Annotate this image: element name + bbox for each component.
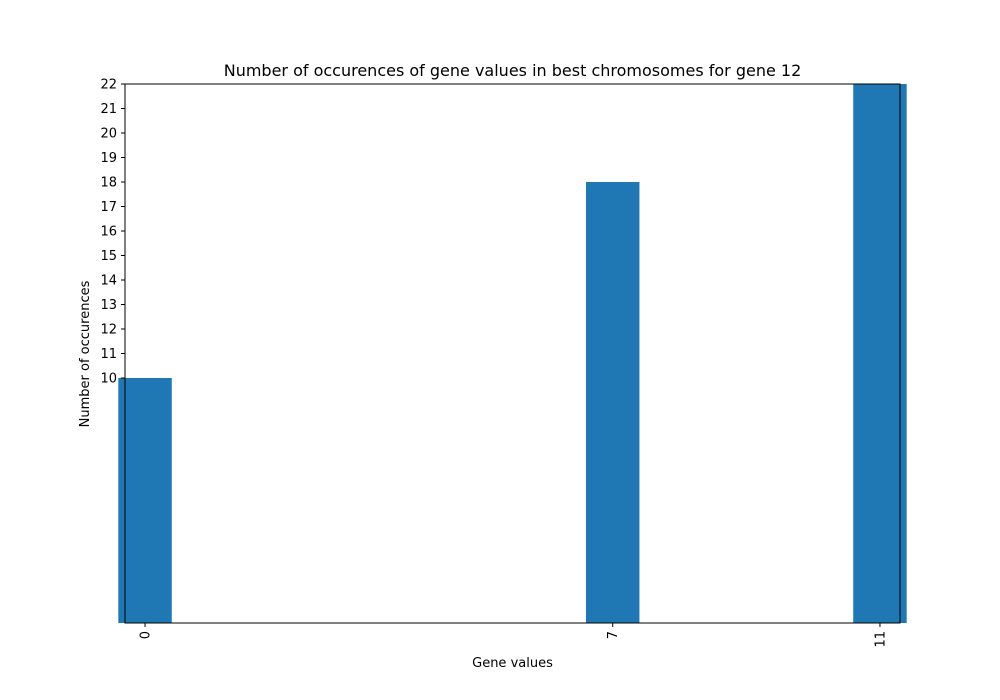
- y-axis-label: Number of occurences: [78, 280, 93, 427]
- y-tick-label: 13: [100, 298, 117, 313]
- bar-11: [853, 84, 907, 623]
- y-axis-ticks: 10 11 12 13 14 15 16 17 18 19 20 21 22: [100, 78, 125, 387]
- y-tick-label: 21: [100, 102, 117, 117]
- bar-7: [585, 182, 640, 623]
- y-tick-label: 17: [100, 200, 117, 215]
- x-axis-label: Gene values: [472, 656, 553, 671]
- bars-group: [118, 84, 907, 623]
- y-tick-label: 14: [100, 274, 117, 289]
- x-tick-label: 11: [873, 631, 888, 648]
- x-tick-label: 0: [139, 631, 154, 639]
- chart-title: Number of occurences of gene values in b…: [224, 61, 802, 80]
- y-tick-label: 18: [100, 176, 117, 191]
- y-tick-label: 15: [100, 249, 117, 264]
- plot-frame: [124, 83, 901, 624]
- y-tick-label: 11: [100, 347, 117, 362]
- y-tick-label: 22: [100, 78, 117, 93]
- y-tick-label: 16: [100, 225, 117, 240]
- x-axis-ticks: 0 7 11: [139, 623, 888, 648]
- y-tick-label: 20: [100, 127, 117, 142]
- y-tick-label: 10: [100, 372, 117, 387]
- x-tick-label: 7: [606, 631, 621, 639]
- y-tick-label: 19: [100, 151, 117, 166]
- y-tick-label: 12: [100, 323, 117, 338]
- bar-0: [118, 378, 172, 623]
